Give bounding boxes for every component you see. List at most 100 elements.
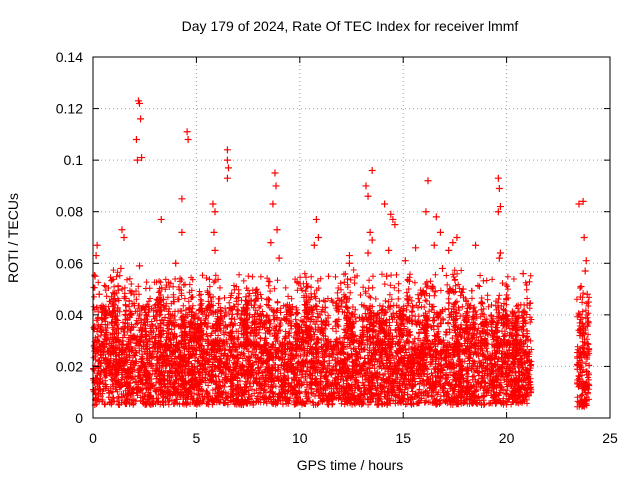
roti-point <box>224 164 232 172</box>
roti-point <box>453 234 461 241</box>
roti-point <box>496 203 504 211</box>
roti-point <box>387 210 395 218</box>
roti-point <box>120 234 128 241</box>
roti-point <box>223 156 231 164</box>
roti-point <box>136 262 144 270</box>
plot-frame <box>92 56 611 419</box>
roti-point <box>138 154 146 162</box>
roti-point <box>405 277 413 285</box>
roti-point <box>209 200 217 208</box>
roti-point <box>275 254 283 262</box>
x-axis-label: GPS time / hours <box>297 457 404 473</box>
roti-point <box>178 228 186 236</box>
x-tick-label: 10 <box>292 430 308 446</box>
roti-point <box>93 241 101 249</box>
y-tick-label: 0.06 <box>56 255 83 271</box>
roti-point <box>424 177 432 185</box>
roti-point <box>389 215 397 223</box>
roti-point <box>582 257 590 265</box>
roti-point <box>272 182 280 190</box>
roti-point <box>157 215 165 223</box>
roti-point <box>383 272 391 280</box>
roti-point <box>223 146 231 154</box>
roti-point <box>432 213 440 221</box>
roti-point <box>362 182 370 190</box>
y-tick-label: 0.14 <box>56 49 83 65</box>
y-tick-label: 0 <box>75 410 83 426</box>
roti-point-cloud <box>90 267 593 410</box>
roti-point <box>579 197 587 205</box>
roti-point <box>584 298 592 306</box>
y-tick-label: 0.12 <box>56 101 83 117</box>
roti-point <box>495 185 503 193</box>
roti-point <box>345 259 353 267</box>
roti-point <box>159 295 167 303</box>
roti-point <box>381 200 389 208</box>
roti-point <box>137 115 145 123</box>
roti-point <box>515 324 523 332</box>
roti-point <box>368 166 376 174</box>
roti-point <box>364 192 372 200</box>
roti-point <box>223 174 231 182</box>
roti-point <box>577 282 585 290</box>
roti-point <box>172 259 180 267</box>
x-tick-label: 15 <box>395 430 411 446</box>
roti-point <box>494 208 502 216</box>
roti-point <box>364 249 372 257</box>
roti-point <box>210 228 218 236</box>
roti-point <box>118 226 126 234</box>
roti-point <box>459 285 467 293</box>
roti-point <box>496 249 504 257</box>
roti-point <box>183 128 191 136</box>
roti-point <box>117 264 125 272</box>
roti-point <box>449 239 457 247</box>
roti-point <box>178 195 186 203</box>
roti-point <box>368 236 376 244</box>
roti-point <box>133 156 141 164</box>
y-tick-label: 0.02 <box>56 358 83 374</box>
roti-point <box>345 252 353 260</box>
roti-point <box>438 264 446 272</box>
roti-point <box>580 234 588 241</box>
roti-point <box>519 270 527 278</box>
roti-point <box>422 208 430 216</box>
roti-point <box>310 241 318 249</box>
x-tick-label: 0 <box>89 430 97 446</box>
roti-point <box>445 246 453 254</box>
roti-point <box>211 208 219 216</box>
y-axis-label: ROTI / TECUs <box>5 193 21 283</box>
roti-point <box>314 234 322 241</box>
scatter-points <box>90 97 593 410</box>
roti-point <box>95 290 103 298</box>
roti-point <box>108 293 116 301</box>
axes: 0 0.02 0.04 0.06 0.08 0.1 0.12 0.14 0 5 10 15 20 25 <box>56 49 618 446</box>
roti-point <box>136 99 144 107</box>
roti-point <box>269 200 277 208</box>
roti-point <box>267 239 275 247</box>
x-tick-label: 5 <box>193 430 201 446</box>
roti-point <box>242 293 250 301</box>
roti-point <box>312 215 320 223</box>
roti-point <box>581 267 589 275</box>
roti-point <box>132 136 140 144</box>
roti-point <box>495 254 503 262</box>
x-tick-label: 25 <box>602 430 618 446</box>
x-tick-label: 20 <box>499 430 515 446</box>
roti-point <box>385 246 393 254</box>
y-tick-label: 0.04 <box>56 307 83 323</box>
roti-point <box>576 331 584 339</box>
roti-point <box>412 244 420 252</box>
roti-point <box>575 200 583 208</box>
roti-point <box>366 228 374 236</box>
roti-point <box>494 174 502 182</box>
roti-point <box>273 226 281 234</box>
roti-point <box>401 257 409 265</box>
roti-point <box>430 241 438 249</box>
roti-point <box>271 169 279 177</box>
roti-point <box>472 241 480 249</box>
roti-point <box>436 228 444 236</box>
chart-title: Day 179 of 2024, Rate Of TEC Index for r… <box>182 18 519 34</box>
roti-point <box>329 298 337 306</box>
